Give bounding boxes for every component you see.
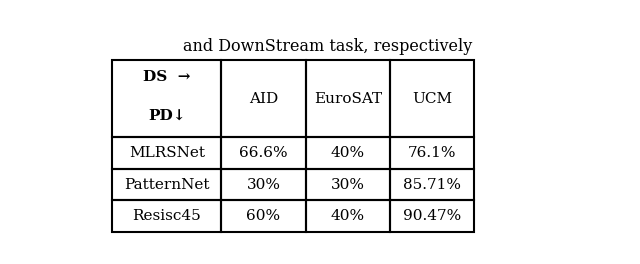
Bar <box>390 137 474 169</box>
Bar <box>306 60 390 137</box>
Text: Resisc45: Resisc45 <box>132 209 201 223</box>
Text: EuroSAT: EuroSAT <box>314 92 382 106</box>
Bar <box>390 200 474 232</box>
Text: 40%: 40% <box>331 146 365 160</box>
Text: 90.47%: 90.47% <box>403 209 461 223</box>
Bar <box>390 169 474 200</box>
Text: UCM: UCM <box>412 92 452 106</box>
Bar <box>306 169 390 200</box>
Bar <box>112 200 221 232</box>
Bar <box>306 137 390 169</box>
Text: and DownStream task, respectively: and DownStream task, respectively <box>184 38 472 55</box>
Bar <box>112 137 221 169</box>
Text: DS  →: DS → <box>143 70 191 84</box>
Bar <box>112 169 221 200</box>
Text: 30%: 30% <box>331 178 365 192</box>
Bar <box>221 200 306 232</box>
Text: PD↓: PD↓ <box>148 109 186 123</box>
Bar <box>112 60 221 137</box>
Text: PatternNet: PatternNet <box>124 178 209 192</box>
Text: 60%: 60% <box>246 209 280 223</box>
Text: 85.71%: 85.71% <box>403 178 461 192</box>
Bar <box>221 137 306 169</box>
Bar <box>306 200 390 232</box>
Text: 66.6%: 66.6% <box>239 146 288 160</box>
Text: AID: AID <box>249 92 278 106</box>
Bar <box>221 169 306 200</box>
Text: MLRSNet: MLRSNet <box>129 146 205 160</box>
Bar <box>221 60 306 137</box>
Text: 40%: 40% <box>331 209 365 223</box>
Text: 76.1%: 76.1% <box>408 146 456 160</box>
Text: 30%: 30% <box>246 178 280 192</box>
Bar <box>390 60 474 137</box>
